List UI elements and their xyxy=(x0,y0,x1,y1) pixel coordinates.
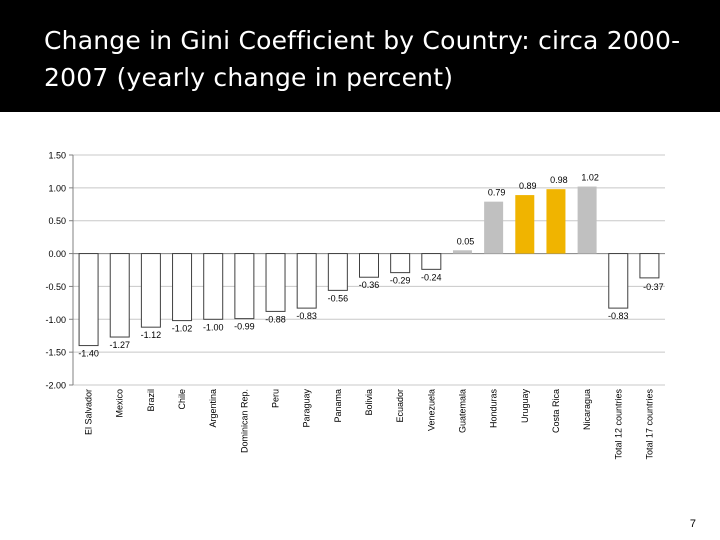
category-label: Nicaragua xyxy=(582,389,592,430)
y-tick-label: 1.50 xyxy=(48,151,66,161)
value-label: -0.88 xyxy=(265,314,286,324)
value-label: -0.99 xyxy=(234,322,255,332)
bar xyxy=(296,253,317,309)
bar xyxy=(172,253,193,322)
y-tick-label: 0.00 xyxy=(48,249,66,259)
gini-bar-chart: 1.50 1.00 0.50 0.00 -0.50 -1.00 -1.50 -2.00 -1.4… xyxy=(45,151,665,460)
category-label: Uruguay xyxy=(520,389,530,424)
bar xyxy=(140,253,161,328)
value-label: 0.05 xyxy=(457,236,475,246)
category-label: Venezuela xyxy=(426,389,436,431)
y-tick-label: -2.00 xyxy=(45,381,66,391)
bar xyxy=(327,253,348,291)
value-label: 1.02 xyxy=(581,173,599,183)
category-label: Brazil xyxy=(146,389,156,412)
category-label: El Salvador xyxy=(84,389,94,435)
category-label: Total 12 countries xyxy=(613,389,623,460)
value-label: 0.79 xyxy=(488,188,506,198)
bar xyxy=(265,253,286,312)
category-label: Chile xyxy=(177,389,187,410)
bar xyxy=(452,250,472,254)
y-tick-label: 1.00 xyxy=(48,183,66,193)
value-label: -0.29 xyxy=(390,276,411,286)
bar xyxy=(608,253,629,309)
title-band: Change in Gini Coefficient by Country: c… xyxy=(0,0,720,112)
value-label: -1.00 xyxy=(203,322,224,332)
bar xyxy=(78,253,99,347)
y-tick-label: -0.50 xyxy=(45,282,66,292)
y-tick-label: -1.50 xyxy=(45,348,66,358)
page-number: 7 xyxy=(689,518,696,530)
category-label: Mexico xyxy=(115,389,125,418)
category-label: Total 17 countries xyxy=(644,389,654,460)
bar xyxy=(484,201,504,254)
value-label: 0.98 xyxy=(550,175,568,185)
value-label: -1.12 xyxy=(141,330,162,340)
category-label: Costa Rica xyxy=(551,389,561,433)
category-label: Peru xyxy=(271,389,281,408)
value-label: -1.02 xyxy=(172,324,193,334)
bar xyxy=(203,253,224,320)
category-label: Paraguay xyxy=(302,389,312,428)
y-tick-label: -1.00 xyxy=(45,315,66,325)
bar xyxy=(577,186,597,254)
bar xyxy=(234,253,255,320)
category-label: Argentina xyxy=(208,389,218,428)
category-label: Ecuador xyxy=(395,389,405,423)
category-label: Panama xyxy=(333,389,343,423)
value-label: -1.27 xyxy=(109,340,130,350)
category-label: Dominican Rep. xyxy=(239,389,249,453)
bar xyxy=(546,189,566,254)
bar xyxy=(390,253,411,274)
y-tick-label: 0.50 xyxy=(48,216,66,226)
bar xyxy=(639,253,660,279)
value-label: 0.89 xyxy=(519,181,537,191)
slide-title: Change in Gini Coefficient by Country: c… xyxy=(44,26,681,92)
bar xyxy=(359,253,379,278)
category-label: Bolivia xyxy=(364,389,374,416)
bar xyxy=(515,195,535,254)
value-label: -0.83 xyxy=(608,311,629,321)
category-label: Honduras xyxy=(489,389,499,429)
value-label: -0.83 xyxy=(296,311,317,321)
bar xyxy=(109,253,130,338)
value-label: -1.40 xyxy=(78,349,99,359)
value-label: -0.36 xyxy=(359,280,380,290)
value-label: -0.56 xyxy=(328,293,349,303)
bar xyxy=(421,253,442,270)
value-label: -0.24 xyxy=(421,272,442,282)
value-label: -0.37 xyxy=(643,282,664,292)
category-label: Guatemala xyxy=(457,389,467,433)
